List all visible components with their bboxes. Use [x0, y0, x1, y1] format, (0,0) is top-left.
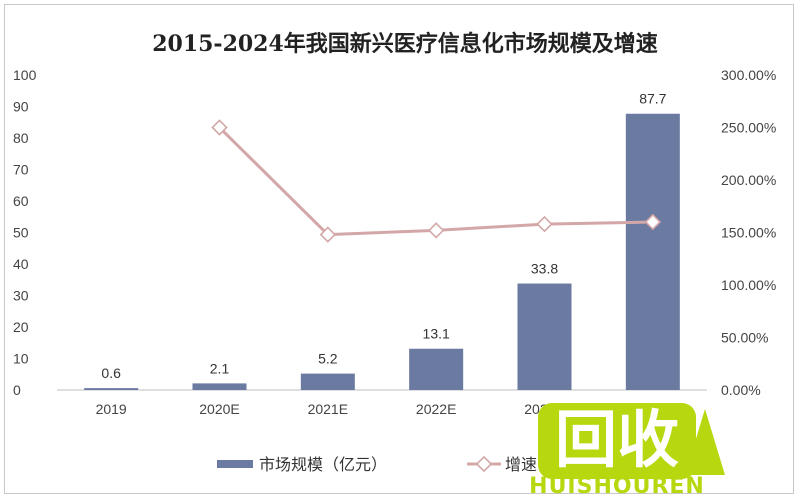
- bar-data-label: 87.7: [639, 91, 666, 107]
- y-right-tick-label: 200.00%: [721, 172, 776, 188]
- chart-title: 2015-2024年我国新兴医疗信息化市场规模及增速: [152, 31, 658, 57]
- watermark: 回收 HUISHOUREN: [529, 403, 725, 495]
- y-left-tick-label: 10: [13, 351, 29, 367]
- x-tick-label: 2022E: [416, 401, 456, 417]
- watermark-badge: [538, 403, 696, 479]
- growth-line: [218, 126, 653, 237]
- growth-point-marker: [211, 119, 228, 136]
- bar-data-label: 0.6: [101, 365, 121, 381]
- y-left-tick-label: 20: [13, 319, 29, 335]
- legend-label-growth: 增速: [505, 456, 537, 474]
- growth-point-marker: [536, 215, 553, 233]
- legend: 市场规模（亿元） 增速: [217, 455, 537, 474]
- y-right-tick-label: 300.00%: [721, 67, 776, 83]
- bar-data-label: 13.1: [423, 326, 450, 342]
- y-left-tick-label: 0: [13, 382, 21, 398]
- y-left-tick-label: 40: [13, 256, 29, 272]
- plot-area: 0 10 20 30 40 50 60 70 80 90 100 0.00% 50.00% 100.00%…: [13, 67, 776, 417]
- legend-label-market-size: 市场规模（亿元）: [259, 456, 387, 474]
- bar-market-size: [84, 388, 139, 390]
- bar-market-size: [192, 383, 247, 390]
- watermark-leaf-icon: [685, 409, 725, 475]
- bar-market-size: [300, 373, 355, 390]
- y-left-tick-label: 80: [13, 130, 29, 146]
- y-left-tick-label: 60: [13, 193, 29, 209]
- growth-point-marker: [319, 226, 337, 243]
- growth-point-marker: [644, 213, 662, 231]
- y-left-tick-label: 30: [13, 288, 29, 304]
- legend-swatch-market-size: [217, 460, 253, 468]
- watermark-brand-text: HUISHOUREN: [529, 474, 705, 495]
- y-right-tick-label: 100.00%: [721, 277, 776, 293]
- x-tick-label: 2019: [96, 401, 127, 417]
- bar-data-label: 5.2: [318, 351, 338, 367]
- growth-point-marker: [427, 222, 445, 239]
- bar-market-size: [409, 348, 464, 390]
- legend-marker-growth: [475, 455, 493, 473]
- y-right-tick-label: 0.00%: [721, 382, 761, 398]
- y-right-tick-label: 50.00%: [721, 330, 768, 346]
- bar-data-label: 33.8: [531, 261, 558, 277]
- x-tick-label: 2021E: [308, 401, 348, 417]
- y-left-tick-label: 100: [13, 67, 37, 83]
- chart-frame: 2015-2024年我国新兴医疗信息化市场规模及增速 0 10 20 30 40 50 60…: [4, 4, 794, 495]
- y-right-tick-label: 150.00%: [721, 225, 776, 241]
- y-left-tick-label: 50: [13, 225, 29, 241]
- y-right-tick-label: 250.00%: [721, 120, 776, 136]
- y-left-tick-label: 70: [13, 162, 29, 178]
- x-tick-label: 2020E: [199, 401, 239, 417]
- bar-market-size: [517, 283, 572, 390]
- bar-data-label: 2.1: [210, 360, 230, 376]
- y-left-tick-label: 90: [13, 99, 29, 115]
- chart: 2015-2024年我国新兴医疗信息化市场规模及增速 0 10 20 30 40 50 60…: [13, 31, 776, 495]
- bar-market-size: [625, 113, 680, 391]
- watermark-logo-text: 回收: [555, 403, 679, 476]
